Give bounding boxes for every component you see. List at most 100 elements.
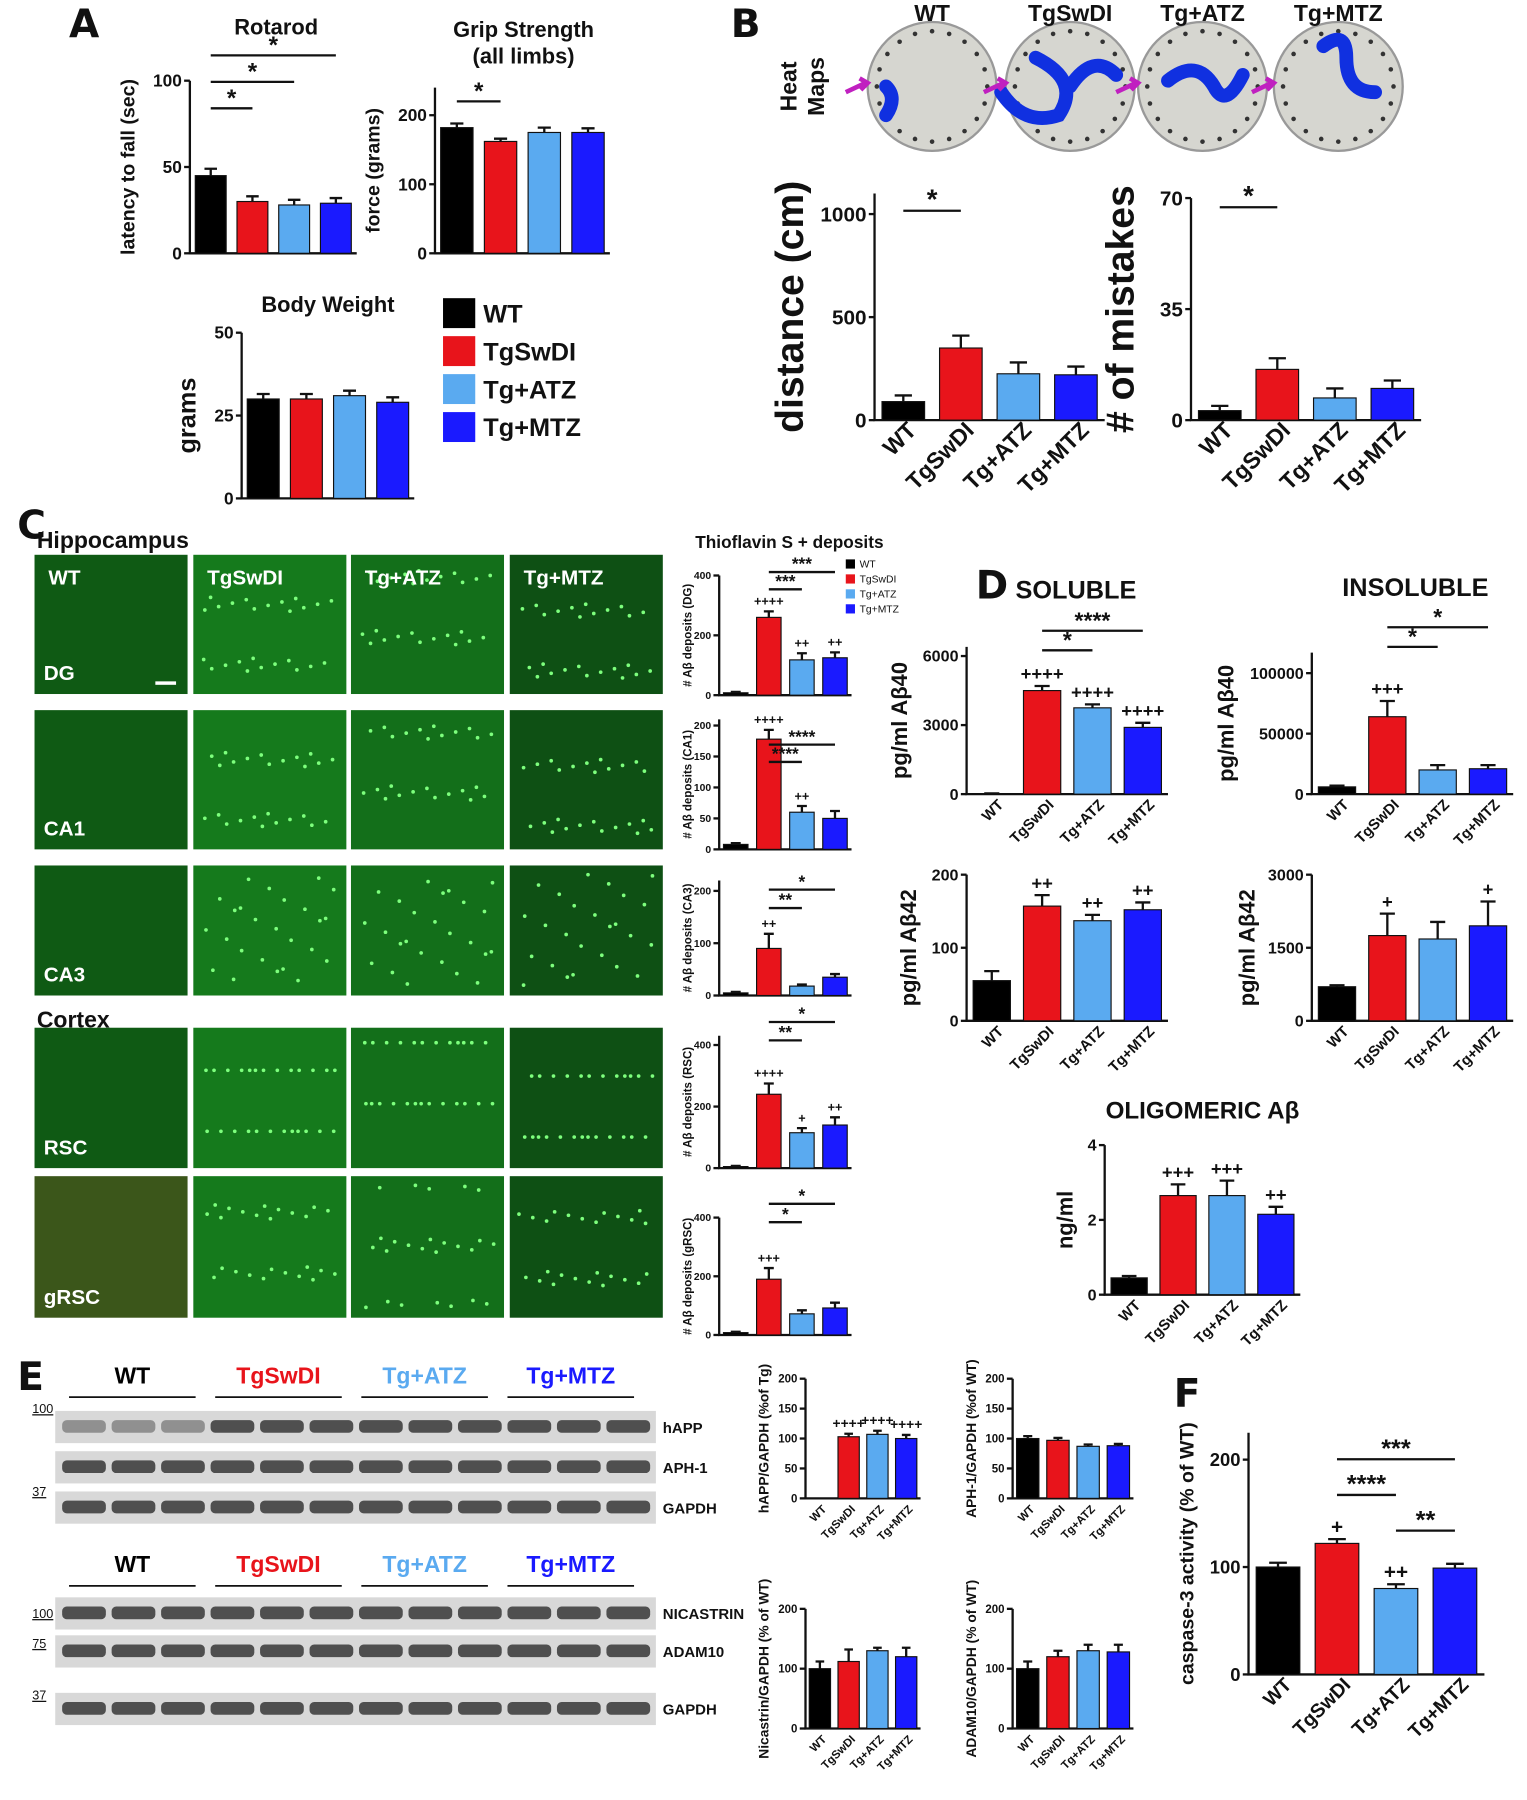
bar: [1015, 1668, 1040, 1730]
deposit: [580, 1216, 585, 1221]
error-bar: [1009, 361, 1028, 374]
legend-swatch: [443, 412, 476, 443]
hole: [1084, 31, 1090, 37]
blot-band: [457, 1702, 502, 1715]
comparison-label: *: [1433, 604, 1442, 630]
significance-label: ++++: [754, 595, 784, 609]
bar: [1076, 1445, 1100, 1499]
deposit: [296, 978, 300, 983]
deposit: [445, 633, 450, 638]
deposit: [311, 1068, 315, 1073]
deposit: [456, 1040, 460, 1045]
x-tick-label: WT: [1016, 1734, 1037, 1755]
deposit: [534, 603, 539, 608]
blot-band: [507, 1420, 552, 1433]
error-bar: [1135, 721, 1151, 728]
deposit: [315, 602, 320, 607]
bar: [440, 127, 474, 254]
deposit: [204, 928, 208, 932]
deposit: [488, 573, 493, 578]
bar: [1418, 938, 1457, 1022]
blot-band: [556, 1500, 601, 1514]
blot-band: [408, 1500, 453, 1514]
heat-trace: [1316, 32, 1383, 100]
deposit: [375, 787, 380, 792]
y-tick-label: 0: [855, 409, 867, 432]
bar: [756, 1093, 782, 1169]
legend-label: WT: [483, 300, 523, 328]
hole: [1112, 116, 1118, 122]
hole: [1112, 51, 1118, 57]
deposit: [245, 669, 250, 673]
deposit: [636, 1281, 641, 1286]
deposit: [396, 634, 400, 639]
blot-band: [309, 1644, 354, 1658]
deposit: [491, 1242, 496, 1246]
error-bar: [1383, 379, 1401, 389]
deposit: [598, 757, 603, 762]
blot-band: [408, 1420, 453, 1433]
deposit: [308, 752, 313, 756]
deposit: [594, 1135, 598, 1139]
deposit: [224, 822, 229, 826]
deposit: [490, 880, 495, 885]
arrow: [982, 76, 1010, 95]
blot-band: [260, 1702, 304, 1715]
y-tick-label: 200: [932, 866, 959, 884]
comparison-label: *: [1408, 624, 1417, 650]
error-bar: [901, 1433, 911, 1439]
error-bar: [830, 1116, 840, 1126]
y-tick-label: 35: [1160, 298, 1183, 321]
comparison-label: ****: [1075, 607, 1111, 633]
deposit: [454, 971, 459, 976]
significance-label: ++: [795, 637, 810, 651]
deposit: [333, 1272, 337, 1276]
deposit: [446, 792, 451, 796]
deposit: [282, 898, 287, 902]
blot-band: [408, 1644, 453, 1658]
x-tick-label: WT: [1194, 417, 1238, 461]
blot-band-label: NICASTRIN: [663, 1606, 744, 1623]
deposit: [232, 908, 237, 913]
deposit: [490, 1101, 495, 1106]
deposit: [253, 1068, 258, 1073]
comparison-label: *: [248, 59, 258, 86]
deposit: [489, 949, 494, 954]
deposit: [245, 756, 250, 761]
deposit: [558, 1135, 563, 1139]
hole: [1388, 67, 1394, 72]
blot-group: TgSwDI: [236, 1362, 320, 1388]
deposit: [370, 1245, 375, 1250]
deposit: [216, 813, 221, 817]
heat-trace: [994, 50, 1124, 125]
blot-band: [606, 1702, 651, 1715]
bar: [1317, 986, 1357, 1022]
deposit: [635, 974, 640, 978]
deposit: [572, 903, 577, 908]
deposit: [237, 659, 242, 664]
blot-band: [161, 1702, 205, 1715]
deposit: [606, 766, 611, 771]
bar: [756, 738, 782, 850]
deposit: [217, 763, 222, 768]
deposit: [599, 953, 604, 958]
deposit: [441, 891, 445, 895]
blot-band: [210, 1420, 255, 1433]
legend-label: TgSwDI: [483, 338, 576, 366]
hole: [1084, 136, 1090, 142]
legend-swatch: [845, 559, 855, 569]
region-label: gRSC: [44, 1286, 100, 1309]
deposit: [620, 676, 625, 680]
error-bar: [1329, 984, 1345, 987]
bar: [1312, 397, 1357, 421]
y-tick-label: 0: [705, 991, 711, 1002]
column-label: Tg+MTZ: [524, 567, 604, 590]
deposit: [542, 612, 547, 617]
bar: [1159, 1195, 1197, 1296]
deposit: [259, 753, 264, 757]
deposit: [426, 879, 430, 884]
deposit: [608, 924, 612, 929]
bar: [1255, 368, 1300, 421]
deposit: [238, 818, 243, 823]
